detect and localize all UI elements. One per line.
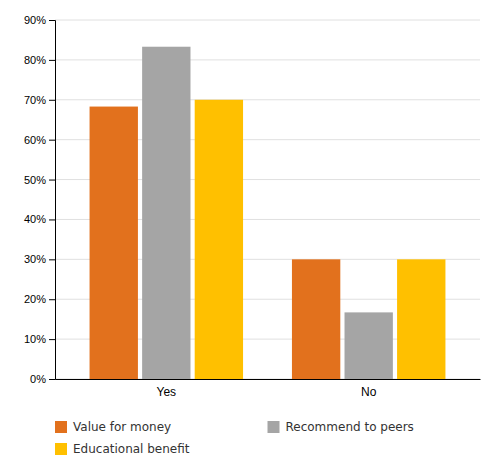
legend-item: Value for money: [55, 420, 171, 434]
legend-item: Recommend to peers: [268, 420, 414, 434]
legend-swatch: [55, 443, 67, 455]
x-axis: Yes No: [56, 380, 481, 400]
tick-mark: [49, 60, 55, 61]
tick-label: 60%: [24, 134, 46, 146]
bar: [345, 312, 393, 379]
tick-mark: [49, 259, 55, 260]
chart: 0% 10% 20% 30% 40% 50% 60% 70% 80% 90% Yes No Value …: [0, 0, 500, 473]
plot: 0% 10% 20% 30% 40% 50% 60% 70% 80% 90% Yes No: [24, 14, 481, 399]
tick: 40%: [24, 213, 55, 225]
legend-label: Value for money: [73, 420, 171, 434]
bar: [397, 259, 445, 379]
bar-series: [142, 47, 393, 379]
axis-line: [49, 21, 56, 380]
legend-swatch: [55, 421, 67, 433]
tick: 30%: [24, 253, 55, 265]
tick-mark: [49, 339, 55, 340]
tick: 70%: [24, 94, 55, 106]
grid-line: [55, 20, 480, 21]
legend-label: Recommend to peers: [286, 420, 414, 434]
legend-label: Educational benefit: [73, 442, 190, 456]
tick-mark: [49, 100, 55, 101]
tick: 0%: [30, 373, 55, 385]
bars: [90, 47, 446, 379]
legend: Value for money Recommend to peers Educati…: [55, 420, 414, 456]
tick: 10%: [24, 333, 55, 345]
tick: No: [361, 385, 377, 399]
tick-mark: [49, 180, 55, 181]
y-axis: 0% 10% 20% 30% 40% 50% 60% 70% 80% 90%: [24, 14, 56, 385]
tick: 60%: [24, 134, 55, 146]
grid: [55, 20, 480, 379]
tick-label: 50%: [24, 174, 46, 186]
legend-swatch: [268, 421, 280, 433]
bar: [90, 107, 138, 379]
tick-label: 40%: [24, 213, 46, 225]
tick-label: 20%: [24, 293, 46, 305]
tick-mark: [49, 379, 55, 380]
tick: 80%: [24, 54, 55, 66]
bar: [142, 47, 190, 379]
tick-label: 80%: [24, 54, 46, 66]
tick: 20%: [24, 293, 55, 305]
tick-mark: [49, 299, 55, 300]
bar: [292, 259, 340, 379]
tick-label: 0%: [30, 373, 46, 385]
grid-line: [55, 99, 480, 100]
tick: Yes: [157, 385, 177, 399]
bar-series: [195, 100, 446, 379]
tick: 90%: [24, 14, 55, 26]
tick-label: 70%: [24, 94, 46, 106]
tick: 50%: [24, 174, 55, 186]
bar: [195, 100, 243, 379]
tick-mark: [49, 20, 55, 21]
tick-label: 10%: [24, 333, 46, 345]
tick-label: No: [361, 385, 377, 399]
grid-line: [55, 59, 480, 60]
tick-label: Yes: [157, 385, 177, 399]
axis-line: [56, 379, 481, 380]
legend-item: Educational benefit: [55, 442, 190, 456]
tick-mark: [49, 219, 55, 220]
tick-mark: [49, 140, 55, 141]
tick-label: 90%: [24, 14, 46, 26]
tick-label: 30%: [24, 253, 46, 265]
